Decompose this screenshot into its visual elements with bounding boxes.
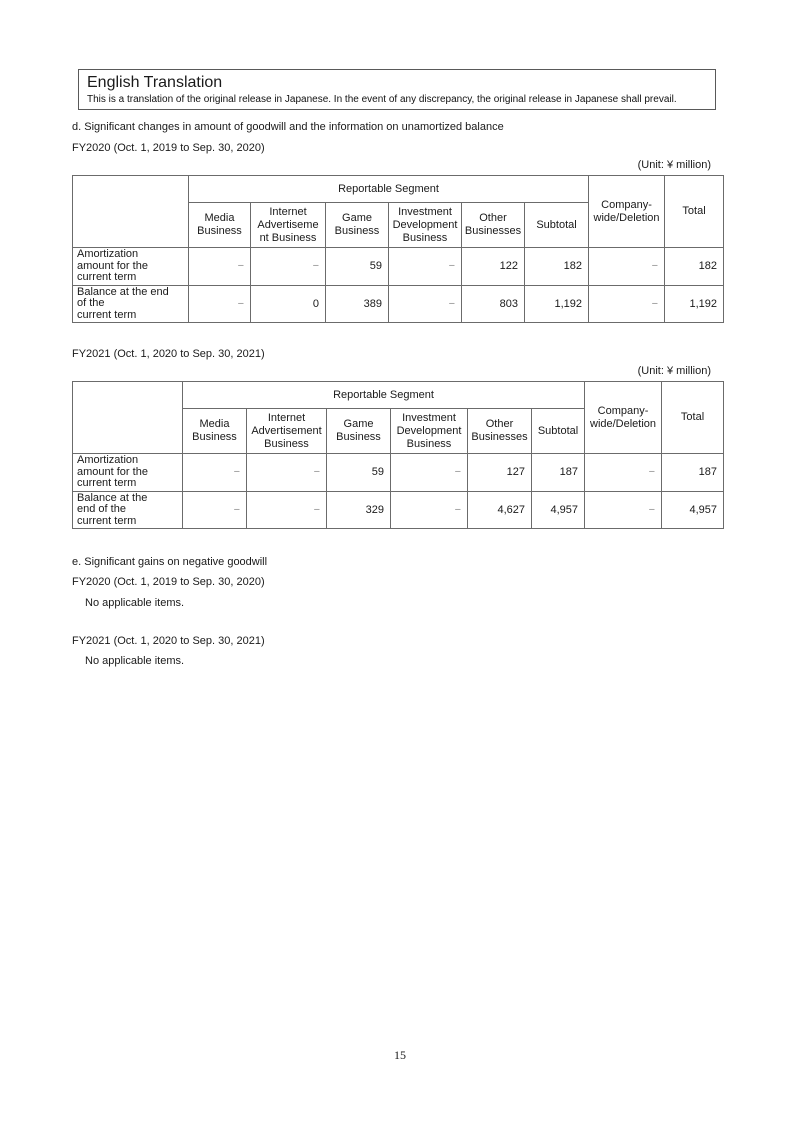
cell-value: − xyxy=(588,284,666,323)
table-row: Balance at the end of the current term −… xyxy=(72,284,725,323)
cell-value: − xyxy=(246,453,327,492)
table-row: Amortization amount for the current term… xyxy=(72,247,725,286)
table-row: Balance at the end of the current term −… xyxy=(72,490,725,529)
cell-value: − xyxy=(588,247,666,286)
translation-box-disclaimer: This is a translation of the original re… xyxy=(87,94,677,105)
section-e-heading: e. Significant gains on negative goodwil… xyxy=(72,556,268,568)
column-header-investment-dev: Investment Development Business xyxy=(388,202,462,248)
cell-value: − xyxy=(388,284,462,323)
row-label-balance: Balance at the end of the current term xyxy=(72,284,189,323)
cell-value: − xyxy=(250,247,326,286)
section-d-heading: d. Significant changes in amount of good… xyxy=(72,121,504,133)
cell-value: 803 xyxy=(461,284,525,323)
row-label-amortization: Amortization amount for the current term xyxy=(72,247,189,286)
translation-box-title: English Translation xyxy=(87,74,223,91)
column-header-investment-dev: Investment Development Business xyxy=(390,408,468,454)
table-row: Amortization amount for the current term… xyxy=(72,453,725,492)
cell-value: 122 xyxy=(461,247,525,286)
cell-value: − xyxy=(182,453,247,492)
cell-value: − xyxy=(390,490,468,529)
section-e-fy2021-label: FY2021 (Oct. 1, 2020 to Sep. 30, 2021) xyxy=(72,635,265,647)
column-header-internet-ad: Internet Advertisement Business xyxy=(246,408,327,454)
total-header: Total xyxy=(661,381,725,454)
cell-value: − xyxy=(388,247,462,286)
cell-value: 187 xyxy=(530,453,586,492)
cell-value: 389 xyxy=(325,284,389,323)
section-e-fy2020-label: FY2020 (Oct. 1, 2019 to Sep. 30, 2020) xyxy=(72,576,265,588)
cell-value: 329 xyxy=(326,490,391,529)
column-header-subtotal: Subtotal xyxy=(530,408,586,454)
cell-value: − xyxy=(584,490,663,529)
column-header-media: Media Business xyxy=(182,408,247,454)
column-header-other: Other Businesses xyxy=(467,408,532,454)
reportable-segment-group-header: Reportable Segment xyxy=(187,175,590,203)
cell-value: 59 xyxy=(326,453,391,492)
cell-value: 59 xyxy=(325,247,389,286)
cell-value: 4,957 xyxy=(530,490,586,529)
row-label-balance: Balance at the end of the current term xyxy=(72,490,183,529)
section-e-fy2021-note: No applicable items. xyxy=(85,655,185,667)
cell-value: − xyxy=(390,453,468,492)
cell-value: 182 xyxy=(523,247,590,286)
goodwill-table-fy2020: Reportable Segment Company- wide/Deletio… xyxy=(72,175,725,323)
column-header-other: Other Businesses xyxy=(461,202,525,248)
total-header: Total xyxy=(664,175,725,248)
cell-value: 1,192 xyxy=(523,284,590,323)
reportable-segment-group-header: Reportable Segment xyxy=(181,381,586,409)
page-content: English Translation This is a translatio… xyxy=(0,69,800,668)
page-number: 15 xyxy=(394,1048,406,1062)
fy2021-period-label: FY2021 (Oct. 1, 2020 to Sep. 30, 2021) xyxy=(72,348,265,360)
cell-value: − xyxy=(584,453,663,492)
unit-label-fy2020: (Unit: ¥ million) xyxy=(637,159,711,171)
unit-label-fy2021: (Unit: ¥ million) xyxy=(637,365,711,377)
companywide-deletion-header: Company- wide/Deletion xyxy=(588,175,666,248)
section-e-fy2020-note: No applicable items. xyxy=(85,597,185,609)
cell-value: 0 xyxy=(250,284,326,323)
cell-value: − xyxy=(182,490,247,529)
companywide-deletion-header: Company- wide/Deletion xyxy=(584,381,663,454)
column-header-media: Media Business xyxy=(188,202,251,248)
cell-value: 182 xyxy=(664,247,725,286)
column-header-game: Game Business xyxy=(325,202,389,248)
cell-value: 187 xyxy=(661,453,725,492)
column-header-internet-ad: Internet Advertiseme nt Business xyxy=(250,202,326,248)
cell-value: 4,957 xyxy=(661,490,725,529)
goodwill-table-fy2021: Reportable Segment Company- wide/Deletio… xyxy=(72,381,725,529)
cell-value: − xyxy=(188,247,251,286)
cell-value: 1,192 xyxy=(664,284,725,323)
cell-value: − xyxy=(188,284,251,323)
translation-notice-box: English Translation This is a translatio… xyxy=(78,69,716,110)
cell-value: − xyxy=(246,490,327,529)
cell-value: 4,627 xyxy=(467,490,532,529)
row-label-amortization: Amortization amount for the current term xyxy=(72,453,183,492)
table-corner-cell xyxy=(72,175,189,248)
cell-value: 127 xyxy=(467,453,532,492)
fy2020-period-label: FY2020 (Oct. 1, 2019 to Sep. 30, 2020) xyxy=(72,142,265,154)
table-corner-cell xyxy=(72,381,183,454)
column-header-game: Game Business xyxy=(326,408,391,454)
column-header-subtotal: Subtotal xyxy=(523,202,590,248)
